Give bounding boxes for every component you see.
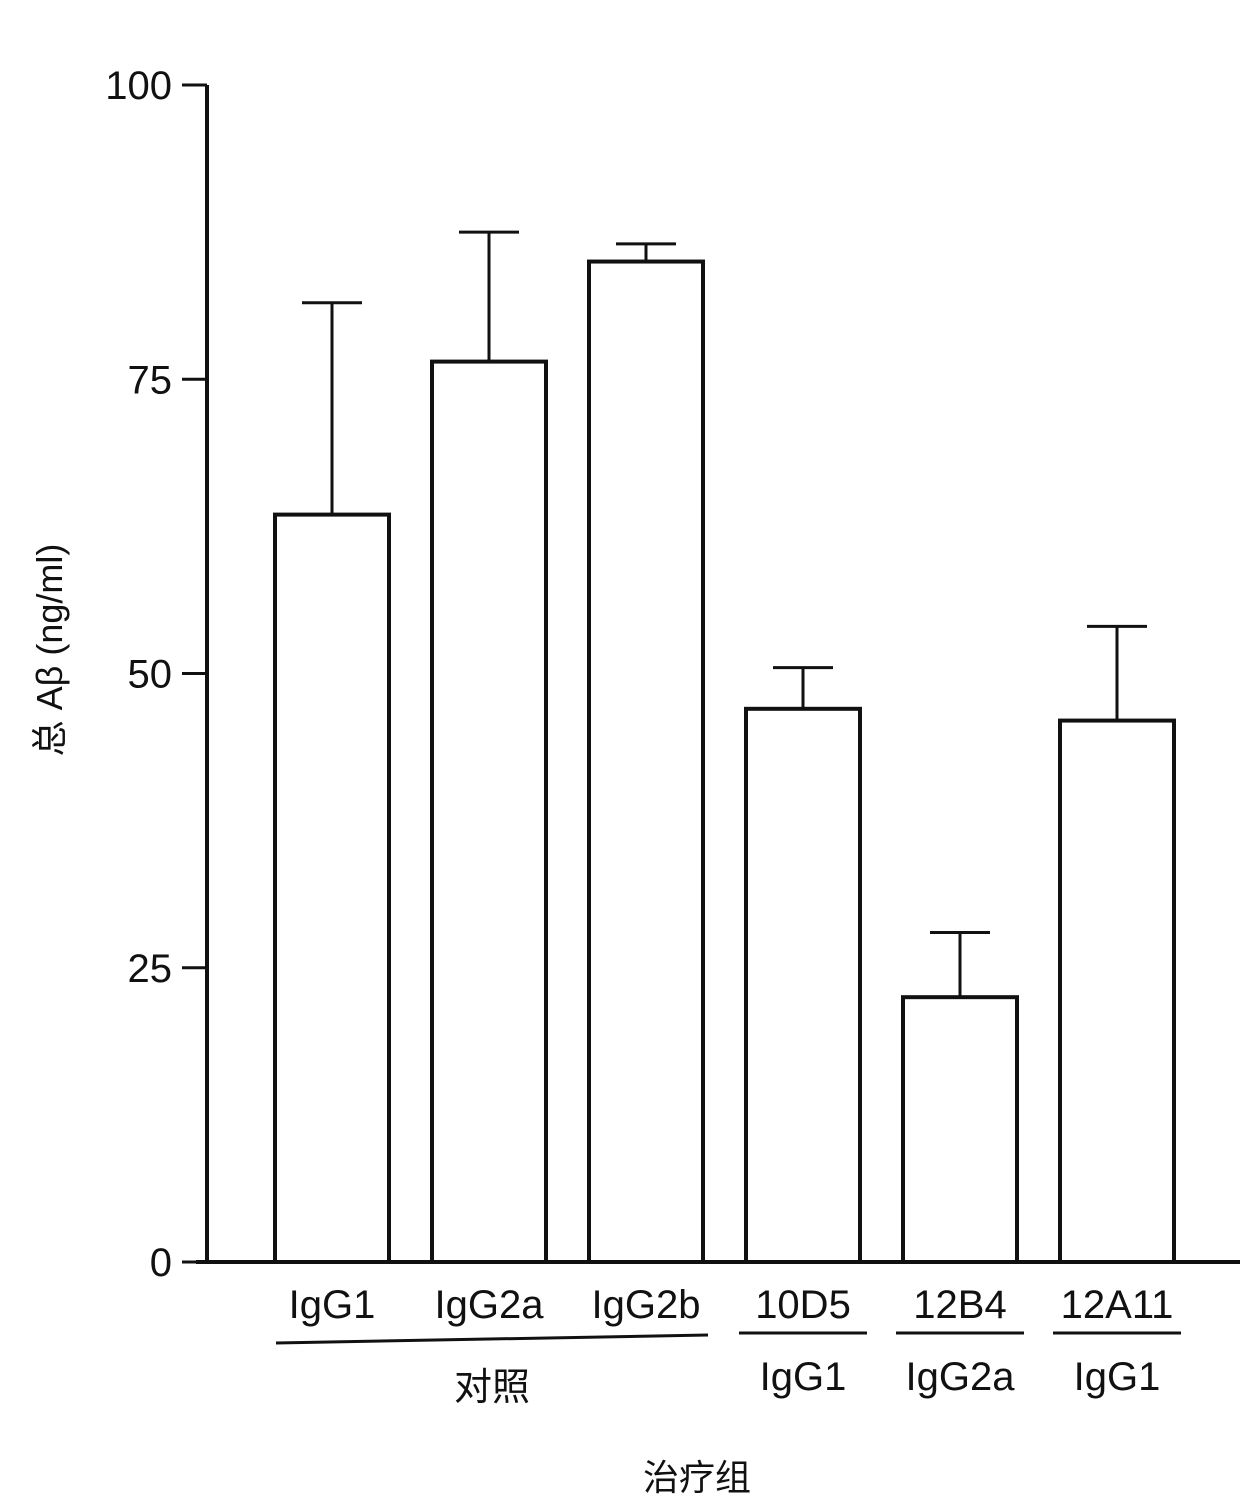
group-line-0	[276, 1335, 708, 1343]
y-axis-title: 总 Aβ (ng/ml)	[29, 544, 70, 757]
sublabel-12a11: IgG1	[1074, 1355, 1161, 1399]
sublabel-12b4: IgG2a	[906, 1355, 1016, 1399]
labels: IgG1 IgG2a IgG2b 10D5 IgG1 12B4 IgG2a 12A11 IgG1…	[276, 1283, 1181, 1409]
category-label-igg2a: IgG2a	[435, 1283, 545, 1327]
x-axis-title: 治疗组	[643, 1457, 751, 1498]
category-label-10d5: 10D5	[755, 1283, 851, 1327]
y-tick-label-75: 75	[128, 358, 173, 402]
bar-10d5	[746, 709, 860, 1262]
bar-12a11	[1060, 721, 1174, 1262]
bar-igg2a	[432, 362, 546, 1262]
category-label-igg1: IgG1	[289, 1283, 376, 1327]
category-label-12a11: 12A11	[1061, 1283, 1174, 1327]
y-tick-label-100: 100	[105, 64, 172, 108]
y-tick-label-0: 0	[150, 1241, 172, 1285]
y-tick-label-25: 25	[128, 947, 173, 991]
bar-igg2b	[589, 262, 703, 1262]
group-label-0: 对照	[454, 1367, 530, 1409]
bar-12b4	[903, 997, 1017, 1262]
category-label-igg2b: IgG2b	[592, 1283, 701, 1327]
category-label-12b4: 12B4	[913, 1283, 1006, 1327]
bars	[275, 232, 1174, 1262]
sublabel-10d5: IgG1	[760, 1355, 847, 1399]
y-tick-label-50: 50	[128, 653, 173, 697]
bar-igg1	[275, 515, 389, 1262]
